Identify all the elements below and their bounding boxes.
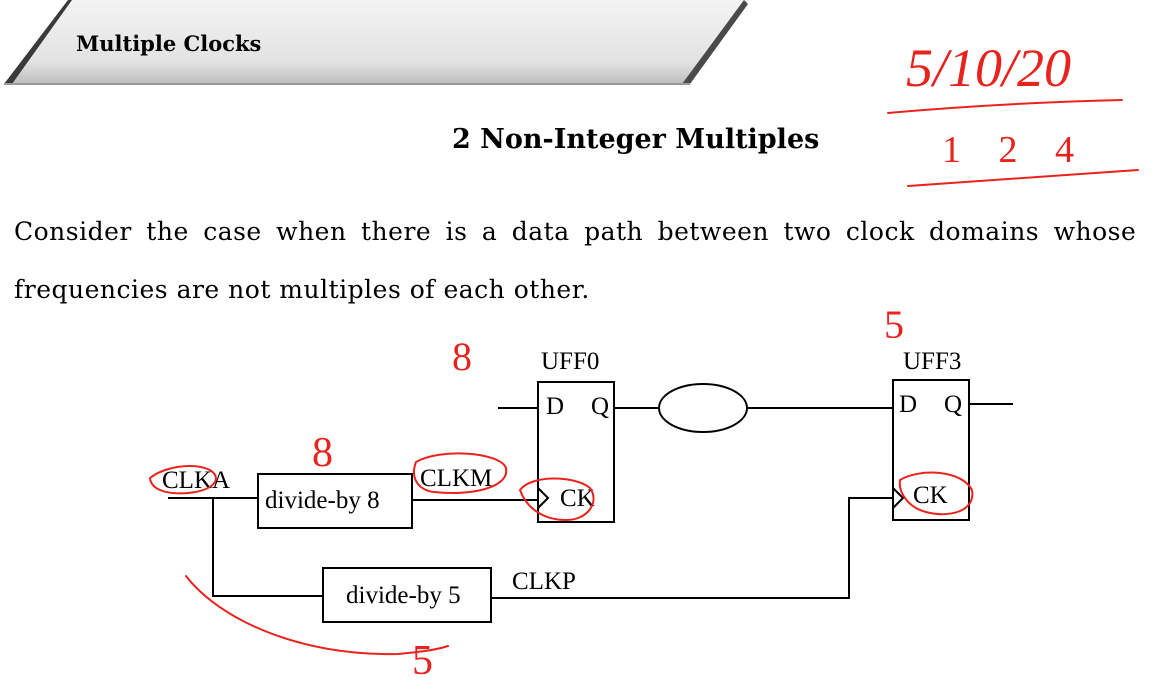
uff3-ck-triangle (892, 487, 905, 509)
ck-circle-uff0 (519, 477, 595, 521)
clkm-label: CLKM (420, 465, 492, 492)
uff3-pin-q: Q (944, 391, 962, 418)
uff3-pin-d: D (899, 391, 917, 418)
uff0-pin-ck: CK (560, 485, 595, 512)
ff3-note: 5 (884, 302, 904, 347)
paragraph-line-1: Consider the case when there is a data p… (14, 217, 1137, 246)
handwritten-text: 5/10/20 1 2 4 8 8 5 5 (312, 38, 1088, 684)
uff3-label: UFF3 (903, 348, 961, 375)
clkp-wire (491, 497, 893, 599)
date-underline (887, 99, 1123, 114)
header-banner (4, 0, 748, 85)
div8-note: 8 (312, 430, 333, 476)
paragraph-line-2: frequencies are not multiples of each ot… (14, 275, 590, 304)
uff0-box (537, 381, 615, 523)
ff0-note: 8 (452, 334, 472, 379)
uff0-pin-d: D (546, 393, 564, 420)
div8-label: divide-by 8 (265, 487, 380, 514)
ratio-note: 1 2 4 (942, 129, 1088, 171)
uff3-pin-ck: CK (913, 482, 948, 509)
uff0-ck-triangle (537, 487, 550, 509)
uff0-label: UFF0 (541, 348, 599, 375)
handwritten-annotations (149, 99, 1139, 656)
slide-subtitle: 2 Non-Integer Multiples (452, 124, 820, 155)
uff0-pin-q: Q (591, 393, 609, 420)
div5-label: divide-by 5 (346, 582, 461, 609)
ck-circle-uff3 (898, 471, 974, 516)
div5-note: 5 (412, 638, 433, 684)
div5-box (322, 567, 492, 623)
uff3-box (892, 379, 970, 521)
clkm-circle (413, 452, 508, 494)
branch-wire (212, 498, 323, 597)
clkp-label: CLKP (512, 568, 576, 595)
clka-label: CLKA (162, 467, 230, 494)
ratio-underline (907, 169, 1139, 187)
div5-swoosh (185, 575, 449, 656)
logic-cloud (658, 383, 748, 433)
clka-circle (149, 465, 217, 495)
section-title: Multiple Clocks (76, 31, 262, 56)
date-note: 5/10/20 (906, 38, 1071, 98)
